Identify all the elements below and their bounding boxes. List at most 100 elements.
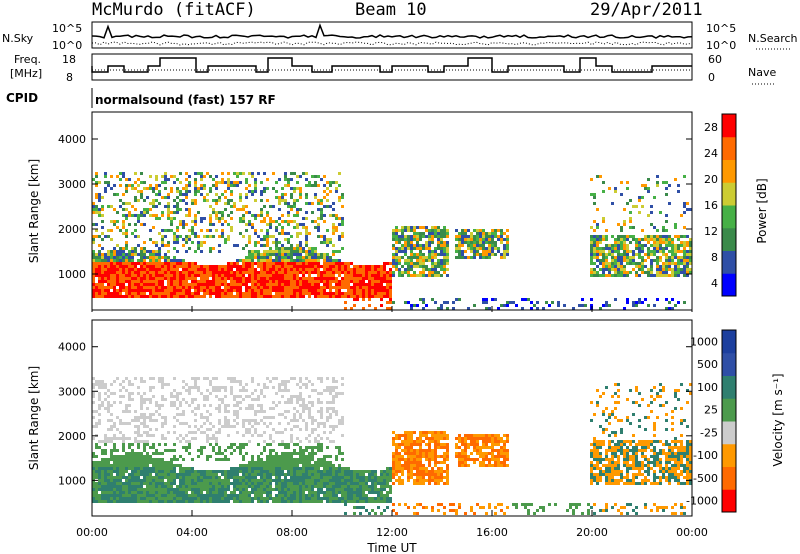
heatmap-cell [317,491,320,494]
heatmap-cell [299,295,302,298]
heatmap-cell [335,217,338,220]
heatmap-cell [260,491,263,494]
heatmap-cell [482,238,485,241]
heatmap-cell [614,256,617,259]
heatmap-cell [503,232,506,235]
heatmap-cell [140,422,143,425]
heatmap-cell [269,295,272,298]
heatmap-cell [224,386,227,389]
heatmap-cell [122,476,125,479]
heatmap-cell [203,431,206,434]
heatmap-cell [209,271,212,274]
heatmap-cell [593,220,596,223]
heatmap-cell [200,488,203,491]
heatmap-cell [494,241,497,244]
heatmap-cell [371,292,374,295]
heatmap-cell [383,289,386,292]
heatmap-cell [119,470,122,473]
heatmap-cell [272,440,275,443]
heatmap-cell [209,470,212,473]
heatmap-cell [407,271,410,274]
heatmap-cell [308,289,311,292]
heatmap-cell [605,301,608,304]
heatmap-cell [164,422,167,425]
heatmap-cell [191,277,194,280]
heatmap-cell [335,259,338,262]
heatmap-cell [395,256,398,259]
heatmap-cell [188,386,191,389]
heatmap-cell [107,280,110,283]
heatmap-cell [437,271,440,274]
heatmap-cell [140,470,143,473]
heatmap-cell [218,217,221,220]
heatmap-cell [215,479,218,482]
heatmap-cell [671,268,674,271]
heatmap-cell [254,241,257,244]
heatmap-cell [299,244,302,247]
heatmap-cell [326,271,329,274]
heatmap-cell [293,283,296,286]
heatmap-cell [122,202,125,205]
heatmap-cell [179,190,182,193]
heatmap-cell [251,488,254,491]
heatmap-cell [167,193,170,196]
heatmap-cell [323,280,326,283]
heatmap-cell [128,491,131,494]
heatmap-cell [170,404,173,407]
heatmap-cell [668,235,671,238]
heatmap-cell [164,178,167,181]
heatmap-cell [389,262,392,265]
heatmap-cell [194,271,197,274]
heatmap-cell [197,235,200,238]
heatmap-cell [176,437,179,440]
heatmap-cell [194,431,197,434]
heatmap-cell [593,268,596,271]
heatmap-cell [233,398,236,401]
heatmap-cell [224,419,227,422]
heatmap-cell [188,277,191,280]
heatmap-cell [350,262,353,265]
heatmap-cell [296,235,299,238]
heatmap-cell [146,274,149,277]
heatmap-cell [284,259,287,262]
heatmap-cell [464,238,467,241]
heatmap-cell [488,253,491,256]
heatmap-cell [644,184,647,187]
heatmap-cell [302,497,305,500]
heatmap-cell [269,220,272,223]
heatmap-cell [149,253,152,256]
heatmap-cell [335,277,338,280]
heatmap-cell [143,247,146,250]
heatmap-cell [203,280,206,283]
heatmap-cell [260,283,263,286]
nave-tick-bottom: 0 [708,71,715,84]
heatmap-cell [257,494,260,497]
heatmap-cell [140,265,143,268]
heatmap-cell [146,256,149,259]
heatmap-cell [320,199,323,202]
heatmap-cell [332,265,335,268]
colorbar-swatch [722,182,736,206]
heatmap-cell [656,241,659,244]
heatmap-cell [626,235,629,238]
heatmap-cell [227,494,230,497]
heatmap-cell [641,259,644,262]
heatmap-cell [152,295,155,298]
heatmap-cell [215,187,218,190]
heatmap-cell [116,473,119,476]
heatmap-cell [164,419,167,422]
heatmap-cell [194,491,197,494]
heatmap-cell [272,497,275,500]
heatmap-cell [131,289,134,292]
heatmap-cell [179,464,182,467]
heatmap-cell [146,461,149,464]
heatmap-cell [332,277,335,280]
heatmap-cell [176,259,179,262]
heatmap-cell [236,485,239,488]
heatmap-cell [305,226,308,229]
heatmap-cell [182,410,185,413]
heatmap-cell [260,464,263,467]
heatmap-cell [149,401,152,404]
heatmap-cell [170,488,173,491]
heatmap-cell [119,283,122,286]
